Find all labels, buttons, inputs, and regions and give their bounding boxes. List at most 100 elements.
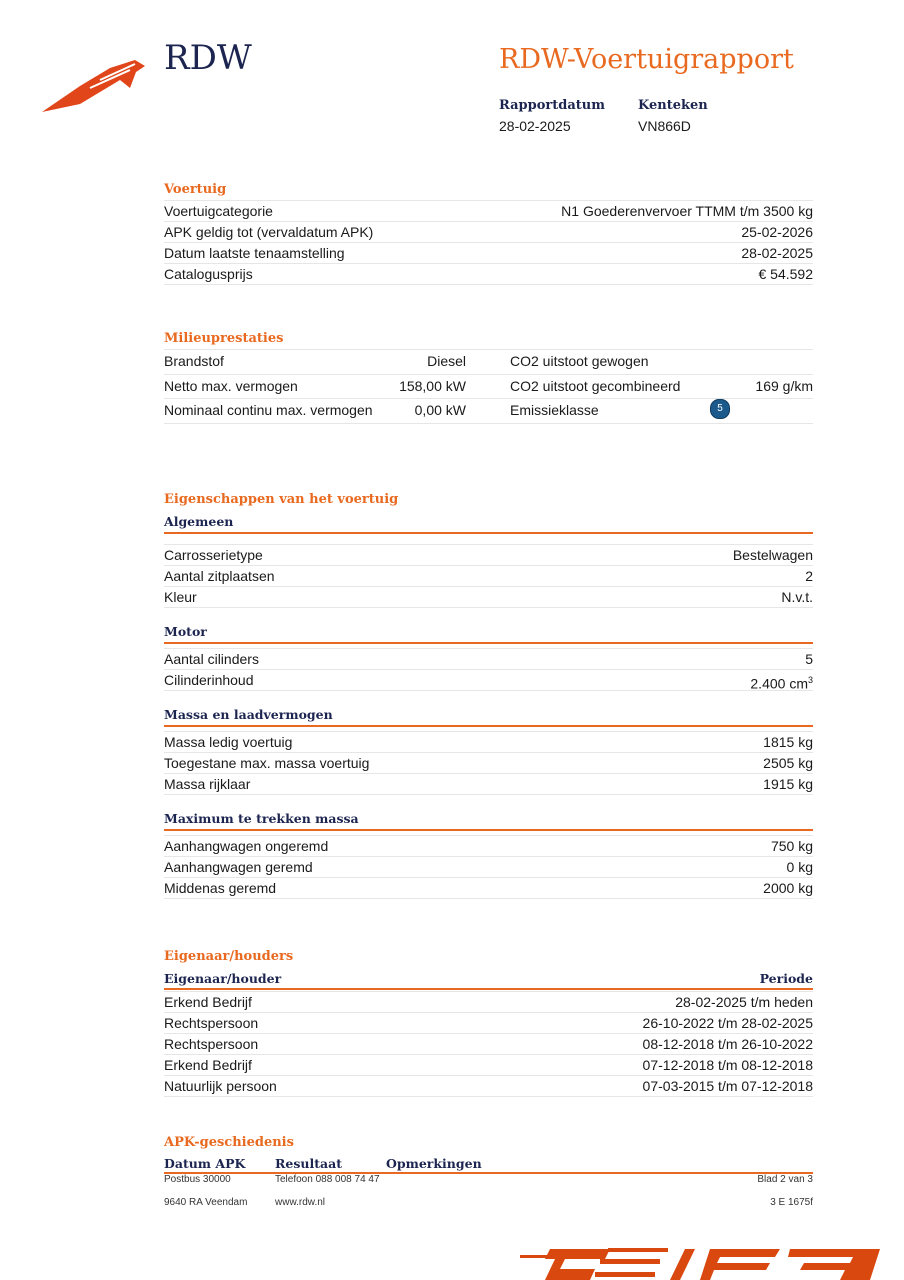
col-period: Periode — [759, 971, 813, 986]
subsection-title-trek: Maximum te trekken massa — [164, 811, 813, 831]
rdw-logo-icon — [42, 60, 145, 112]
row-value: 158,00 kW — [399, 377, 466, 394]
section-title: Eigenschappen van het voertuig — [164, 492, 399, 507]
row-value: 28-02-2025 t/m heden — [675, 994, 813, 1010]
row-label: Erkend Bedrijf — [164, 1057, 252, 1073]
table-row: Rechtspersoon 08-12-2018 t/m 26-10-2022 — [164, 1033, 813, 1054]
row-label: Middenas geremd — [164, 880, 277, 896]
table-row: Aantal cilinders 5 — [164, 648, 813, 669]
row-value: 25-02-2026 — [741, 224, 813, 240]
row-label: Aantal zitplaatsen — [164, 568, 275, 584]
section-eigenaar: Eigenaar/houders Eigenaar/houder Periode … — [164, 949, 813, 1097]
table-row: Toegestane max. massa voertuig 2505 kg — [164, 752, 813, 773]
table-row: Natuurlijk persoon 07-03-2015 t/m 07-12-2… — [164, 1075, 813, 1097]
row-value: 2.400 cm — [750, 675, 808, 692]
row-value: 07-12-2018 t/m 08-12-2018 — [642, 1057, 813, 1073]
section-title: APK-geschiedenis — [164, 1135, 294, 1150]
col-owner: Eigenaar/houder — [164, 971, 282, 986]
row-value: Bestelwagen — [732, 547, 813, 563]
row-label: Erkend Bedrijf — [164, 994, 252, 1010]
section-title: Eigenaar/houders — [164, 949, 294, 964]
row-label: CO2 uitstoot gewogen — [510, 353, 649, 369]
subsection-title-motor: Motor — [164, 624, 813, 644]
row-label: APK geldig tot (vervaldatum APK) — [164, 224, 374, 240]
row-label: Massa rijklaar — [164, 776, 251, 792]
table-row: Datum laatste tenaamstelling 28-02-2025 — [164, 242, 813, 263]
footer-postbus: Postbus 30000 — [164, 1174, 231, 1185]
table-row: Erkend Bedrijf 07-12-2018 t/m 08-12-2018 — [164, 1054, 813, 1075]
row-value: 07-03-2015 t/m 07-12-2018 — [642, 1078, 813, 1094]
row-value: 2505 kg — [763, 755, 813, 771]
row-value: N1 Goederenvervoer TTMM t/m 3500 kg — [561, 203, 813, 219]
row-label: CO2 uitstoot gecombineerd — [510, 377, 681, 394]
row-value: 5 — [805, 651, 813, 667]
table-row: Aanhangwagen ongeremd 750 kg — [164, 835, 813, 856]
row-label: Aantal cilinders — [164, 651, 259, 667]
row-value: 1815 kg — [763, 734, 813, 750]
row-value: Diesel — [427, 353, 466, 369]
table-row: Massa ledig voertuig 1815 kg — [164, 731, 813, 752]
row-label: Kleur — [164, 589, 197, 605]
row-label: Natuurlijk persoon — [164, 1078, 277, 1094]
report-date-label: Rapportdatum — [499, 98, 605, 113]
table-row: Nominaal continu max. vermogen 0,00 kW Emi… — [164, 398, 813, 424]
emission-class-badge: 5 — [710, 399, 730, 419]
row-value: 0,00 kW — [414, 402, 466, 418]
footer-code: 3 E 1675f — [770, 1197, 813, 1208]
section-milieu: Milieuprestaties Brandstof Diesel CO2 uits… — [164, 331, 813, 424]
row-label: Nominaal continu max. vermogen — [164, 402, 373, 418]
row-label: Massa ledig voertuig — [164, 734, 293, 750]
subsection-title-massa: Massa en laadvermogen — [164, 707, 813, 727]
row-label: Datum laatste tenaamstelling — [164, 245, 345, 261]
table-row: Catalogusprijs € 54.592 — [164, 263, 813, 285]
report-date: 28-02-2025 — [499, 118, 571, 134]
table-row: Rechtspersoon 26-10-2022 t/m 28-02-2025 — [164, 1012, 813, 1033]
row-value: 2000 kg — [763, 880, 813, 896]
table-row: Netto max. vermogen 158,00 kW CO2 uitstoot… — [164, 373, 813, 399]
section-title: Milieuprestaties — [164, 331, 284, 346]
row-value: € 54.592 — [758, 266, 814, 282]
table-row: Aanhangwagen geremd 0 kg — [164, 856, 813, 877]
table-row: Brandstof Diesel CO2 uitstoot gewogen — [164, 349, 813, 374]
row-label: Aanhangwagen ongeremd — [164, 838, 329, 854]
row-label: Aanhangwagen geremd — [164, 859, 313, 875]
footer-phone: Telefoon 088 008 74 47 — [275, 1174, 380, 1185]
col-remarks: Opmerkingen — [386, 1156, 482, 1171]
table-row: Massa rijklaar 1915 kg — [164, 773, 813, 795]
table-row: Aantal zitplaatsen 2 — [164, 565, 813, 586]
col-date: Datum APK — [164, 1156, 246, 1171]
section-voertuig: Voertuig Voertuigcategorie N1 Goederenver… — [164, 182, 813, 285]
section-title: Voertuig — [164, 182, 227, 197]
table-row: Middenas geremd 2000 kg — [164, 877, 813, 899]
row-value: N.v.t. — [781, 589, 813, 605]
section-apk: APK-geschiedenis Datum APK Resultaat Opmer… — [164, 1135, 813, 1174]
table-row: Cilinderinhoud 2.400 cm3 — [164, 669, 813, 692]
unit-superscript: 3 — [807, 675, 813, 685]
table-row: Kleur N.v.t. — [164, 586, 813, 608]
row-value: 169 g/km — [755, 377, 813, 394]
row-label: Rechtspersoon — [164, 1036, 259, 1052]
table-row: Carrosserietype Bestelwagen — [164, 544, 813, 565]
page-title: RDW-Voertuigrapport — [499, 44, 794, 75]
row-value: 0 kg — [786, 859, 813, 875]
row-value: 2 — [805, 568, 813, 584]
row-value: 28-02-2025 — [741, 245, 813, 261]
logo-text: RDW — [164, 38, 252, 78]
subsection-title-algemeen: Algemeen — [164, 514, 813, 534]
row-label: Emissieklasse — [510, 402, 599, 418]
footer-page: Blad 2 van 3 — [757, 1174, 813, 1185]
row-label: Toegestane max. massa voertuig — [164, 755, 370, 771]
row-label: Carrosserietype — [164, 547, 263, 563]
table-row: Erkend Bedrijf 28-02-2025 t/m heden — [164, 991, 813, 1012]
plate-label: Kenteken — [638, 98, 708, 113]
table-row: Voertuigcategorie N1 Goederenvervoer TTMM… — [164, 200, 813, 221]
row-label: Catalogusprijs — [164, 266, 253, 282]
footer-web[interactable]: www.rdw.nl — [275, 1197, 326, 1208]
row-value: 08-12-2018 t/m 26-10-2022 — [642, 1036, 813, 1052]
row-value: 1915 kg — [763, 776, 813, 792]
table-row: APK geldig tot (vervaldatum APK) 25-02-20… — [164, 221, 813, 242]
col-result: Resultaat — [275, 1156, 342, 1171]
footer-address: 9640 RA Veendam — [164, 1197, 248, 1208]
row-label: Cilinderinhoud — [164, 672, 254, 688]
section-eigenschappen: Eigenschappen van het voertuig Algemeen C… — [164, 492, 813, 899]
